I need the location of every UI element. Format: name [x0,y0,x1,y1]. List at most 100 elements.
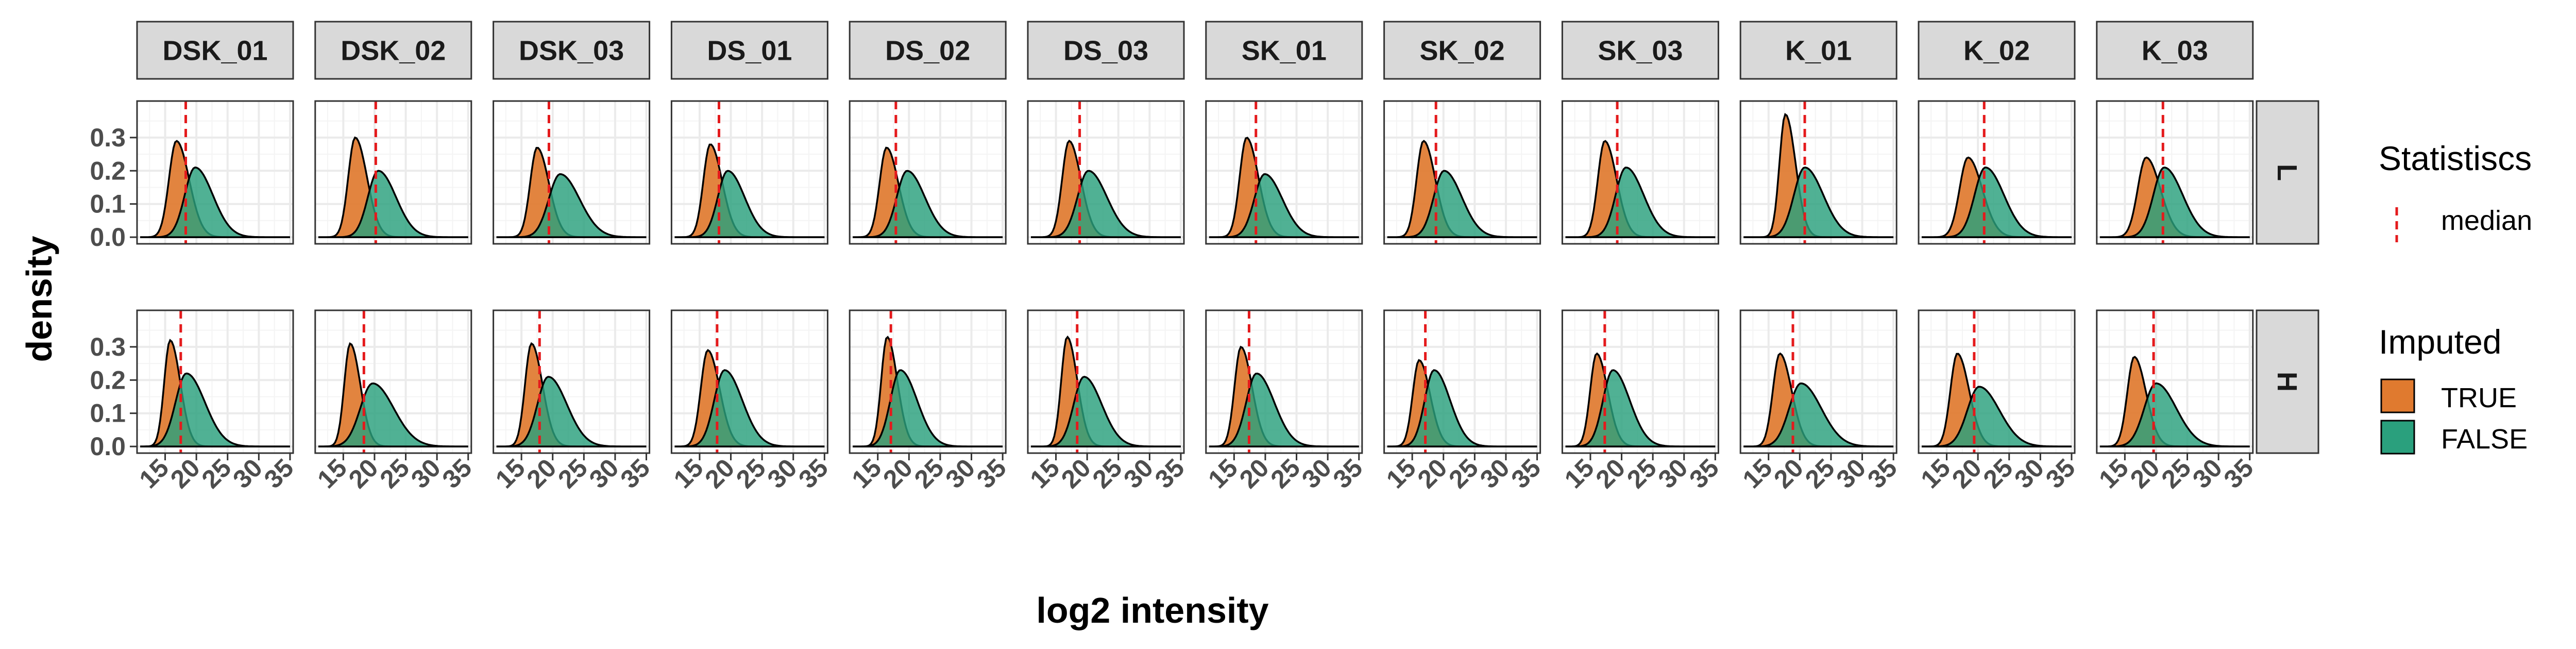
density-area-false [1387,170,1537,238]
density-area-false [1565,167,1716,238]
strip-label: DS_03 [1063,36,1148,66]
panel-border [670,100,828,245]
panel-k-03-l [2096,100,2254,245]
strip-sk-02 [1383,21,1541,80]
strip-dsk-02 [314,21,472,80]
strip-label: K_03 [2142,36,2208,66]
panel-border [1561,100,1719,245]
density-area-false [1209,173,1359,238]
panel-border [1918,309,2076,454]
legend: Statistiscs median Imputed TRUE FALSE [2379,139,2532,455]
strip-sk-03 [1561,21,1719,80]
panel-k-02-l [1918,100,2076,245]
density-area-false [496,376,647,447]
strip-label: SK_02 [1420,36,1505,66]
panel-ds-03-l [1027,100,1185,245]
panel-dsk-03-l [493,100,651,245]
y-axis: 0.0 0.1 0.2 0.3 0.0 0.1 0.2 0.3 [90,123,137,461]
strip-k-02 [1918,21,2076,80]
strip-k-01 [1739,21,1897,80]
panel-border [2096,309,2254,454]
panel-border [2096,100,2254,245]
density-area-false [140,372,290,447]
panel-ds-01-h [670,309,828,454]
strip-label: K_01 [1785,36,1852,66]
y-tick-label: 0.0 [90,432,126,461]
panel-border [314,309,472,454]
panel-border [1383,100,1541,245]
x-tick-label: 35 [1862,453,1903,494]
strip-label: SK_03 [1598,36,1683,66]
density-area-false [2099,382,2250,447]
y-tick-label: 0.1 [90,399,126,428]
panel-border [493,100,651,245]
legend-label-true: TRUE [2441,382,2517,413]
x-tick-label: 35 [971,453,1012,494]
panel-border [1027,309,1185,454]
panel-dsk-01-l [136,100,294,245]
row-strip-label: H [2272,372,2302,392]
x-tick-label: 35 [1505,453,1546,494]
panel-k-03-h [2096,309,2254,454]
panel-border [1205,309,1363,454]
legend-key-true [2380,378,2415,413]
density-area-false [318,382,468,447]
panel-border [1739,309,1897,454]
row-strip-h [2256,309,2319,454]
panel-sk-03-h [1561,309,1719,454]
panel-ds-02-l [849,100,1007,245]
panel-border [314,100,472,245]
panel-ds-03-h [1027,309,1185,454]
panel-border [1205,100,1363,245]
panel-border [1027,100,1185,245]
panel-border [1561,309,1719,454]
panel-k-01-h [1739,309,1897,454]
panel-border [1383,309,1541,454]
density-area-false [496,173,647,238]
density-area-false [1922,167,2072,238]
row-strip-label: L [2272,164,2302,181]
panel-sk-01-l [1205,100,1363,245]
x-tick-label: 35 [1328,453,1368,494]
density-area-false [1031,375,1181,447]
density-area-false [140,166,290,238]
x-tick-label: 35 [1684,453,1724,494]
panel-border [136,309,294,454]
y-axis-title: density [19,236,59,362]
x-tick-label: 35 [1149,453,1190,494]
panel-sk-03-l [1561,100,1719,245]
strip-label: DSK_01 [162,36,267,66]
x-tick-label: 35 [2218,453,2259,494]
panel-dsk-03-h [493,309,651,454]
x-tick-label: 35 [437,453,478,494]
x-tick-label: 35 [2040,453,2081,494]
panel-border [1918,100,2076,245]
strip-ds-02 [849,21,1007,80]
legend-key-false [2380,420,2415,455]
density-area-false [1209,372,1359,447]
panel-border [849,309,1007,454]
strip-label: SK_01 [1242,36,1327,66]
panel-k-02-h [1918,309,2076,454]
density-area-false [853,170,1003,238]
strip-k-03 [2096,21,2254,80]
density-area-false [674,369,825,447]
panel-border [1739,100,1897,245]
panel-sk-01-h [1205,309,1363,454]
y-tick-label: 0.2 [90,365,126,394]
density-area-false [1743,382,1894,447]
density-area-false [1922,386,2072,447]
strip-ds-01 [670,21,828,80]
strip-label: DSK_03 [519,36,624,66]
panel-sk-02-h [1383,309,1541,454]
panel-ds-02-h [849,309,1007,454]
imputed-legend-title: Imputed [2379,323,2501,361]
x-tick-label: 35 [793,453,834,494]
legend-label-false: FALSE [2441,424,2528,455]
strip-label: DS_01 [707,36,792,66]
facet-panels [136,100,2254,454]
strip-sk-01 [1205,21,1363,80]
panel-sk-02-l [1383,100,1541,245]
